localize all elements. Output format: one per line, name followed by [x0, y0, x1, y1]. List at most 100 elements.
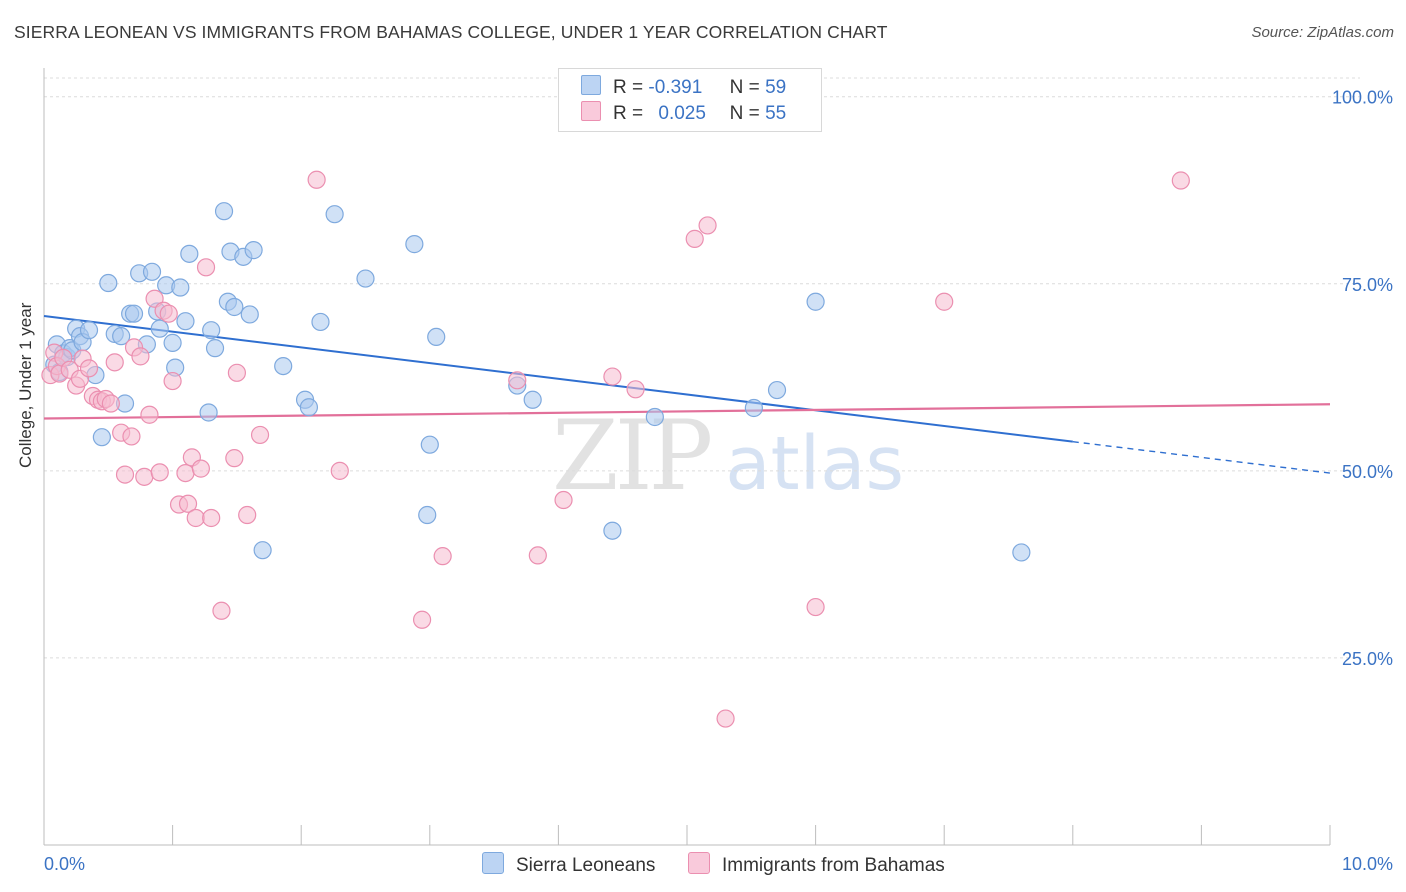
- point-sierra-leoneans: [420, 435, 439, 454]
- point-sierra-leoneans: [253, 541, 272, 560]
- point-sierra-leoneans: [202, 321, 221, 340]
- point-bahamas: [935, 292, 954, 311]
- point-bahamas: [140, 405, 159, 424]
- x-tick-label-min: 0.0%: [44, 854, 85, 874]
- point-sierra-leoneans: [79, 321, 99, 340]
- bottom-legend-swatch-pink: [688, 852, 710, 874]
- legend-r-value-2: 0.025: [658, 103, 706, 124]
- y-tick-label: 75.0%: [1342, 275, 1393, 295]
- point-bahamas: [105, 353, 124, 372]
- point-sierra-leoneans: [176, 312, 195, 331]
- point-bahamas: [806, 597, 825, 617]
- point-bahamas: [202, 508, 221, 528]
- point-sierra-leoneans: [418, 505, 437, 525]
- point-sierra-leoneans: [806, 292, 825, 311]
- point-sierra-leoneans: [1012, 543, 1031, 562]
- tick-label-layer: 25.0% 50.0% 75.0% 100.0% 0.0% 10.0%: [44, 88, 1393, 874]
- point-sierra-leoneans: [214, 202, 234, 221]
- legend-n-value-2: 55: [765, 103, 787, 124]
- point-sierra-leoneans: [150, 319, 169, 338]
- point-bahamas: [250, 425, 270, 445]
- point-bahamas: [131, 347, 150, 366]
- point-sierra-leoneans: [199, 403, 218, 422]
- watermark: ZIP atlas: [552, 400, 904, 512]
- point-bahamas: [227, 363, 246, 382]
- point-bahamas: [150, 463, 169, 482]
- point-sierra-leoneans: [311, 312, 330, 332]
- legend-n-label-2: N =: [729, 103, 760, 124]
- point-sierra-leoneans: [163, 333, 182, 352]
- point-sierra-leoneans: [274, 356, 293, 376]
- point-bahamas: [238, 505, 257, 525]
- point-sierra-leoneans: [112, 327, 131, 346]
- point-bahamas: [528, 546, 547, 565]
- point-bahamas: [115, 465, 135, 484]
- point-bahamas: [163, 371, 182, 391]
- y-axis-label: College, Under 1 year: [16, 302, 35, 468]
- point-bahamas: [122, 427, 141, 446]
- point-sierra-leoneans: [405, 235, 424, 254]
- point-bahamas: [225, 449, 244, 468]
- point-bahamas: [186, 508, 205, 528]
- point-sierra-leoneans: [603, 521, 622, 540]
- point-sierra-leoneans: [99, 273, 118, 293]
- point-sierra-leoneans: [427, 327, 446, 347]
- point-bahamas: [178, 494, 198, 513]
- point-sierra-leoneans: [244, 241, 263, 260]
- point-bahamas: [307, 170, 326, 189]
- chart-source: Source: ZipAtlas.com: [1251, 24, 1394, 41]
- watermark-zip: ZIP: [552, 400, 713, 512]
- point-bahamas: [716, 709, 735, 728]
- point-bahamas: [330, 461, 349, 480]
- trend-line-bahamas: [43, 403, 1331, 420]
- point-sierra-leoneans: [205, 339, 225, 358]
- point-sierra-leoneans: [325, 205, 344, 224]
- legend-row-sierra-leoneans: R = -0.391 N = 59: [581, 75, 786, 101]
- point-sierra-leoneans: [124, 304, 144, 323]
- point-sierra-leoneans: [744, 398, 763, 418]
- point-bahamas: [191, 459, 210, 478]
- point-bahamas: [101, 394, 120, 413]
- x-tick-label-max: 10.0%: [1342, 854, 1393, 874]
- bottom-legend-label-1: Sierra Leoneans: [516, 855, 656, 876]
- legend-n-value-1: 59: [765, 77, 787, 98]
- point-bahamas: [79, 359, 99, 378]
- point-sierra-leoneans: [356, 269, 375, 288]
- point-sierra-leoneans: [142, 262, 162, 281]
- point-sierra-leoneans: [523, 390, 542, 409]
- axis-layer: [43, 68, 1331, 846]
- point-bahamas: [135, 467, 154, 486]
- legend-r-value-1: -0.391: [648, 77, 703, 98]
- point-sierra-leoneans: [92, 428, 111, 447]
- bottom-legend-bahamas: Immigrants from Bahamas: [688, 852, 945, 877]
- point-bahamas: [554, 490, 573, 510]
- point-sierra-leoneans: [180, 244, 199, 263]
- point-bahamas: [603, 367, 622, 386]
- point-sierra-leoneans: [767, 380, 787, 400]
- bottom-legend-sierra-leoneans: Sierra Leoneans: [482, 852, 655, 877]
- point-bahamas: [626, 380, 645, 399]
- point-bahamas: [698, 216, 717, 235]
- point-bahamas: [433, 547, 452, 566]
- bottom-legend-swatch-blue: [482, 852, 504, 874]
- point-bahamas: [412, 610, 432, 629]
- trend-line-sierra-leoneans-dashed: [1072, 440, 1331, 474]
- y-tick-label: 25.0%: [1342, 649, 1393, 669]
- point-bahamas: [212, 601, 231, 620]
- point-bahamas: [685, 229, 704, 248]
- legend-swatch-blue: [581, 75, 601, 95]
- correlation-legend: R = -0.391 N = 59 R = 0.025 N = 55: [558, 68, 822, 132]
- point-sierra-leoneans: [171, 278, 190, 297]
- point-bahamas: [176, 463, 195, 483]
- y-tick-label: 50.0%: [1342, 462, 1393, 482]
- point-bahamas: [1171, 171, 1190, 190]
- trend-line-sierra-leoneans: [43, 314, 1073, 443]
- point-sierra-leoneans: [645, 407, 664, 427]
- legend-swatch-pink: [581, 101, 601, 121]
- point-sierra-leoneans: [225, 297, 244, 317]
- bottom-legend-label-2: Immigrants from Bahamas: [722, 855, 945, 876]
- point-bahamas: [196, 258, 216, 277]
- legend-row-bahamas: R = 0.025 N = 55: [581, 101, 786, 127]
- point-layer: [41, 170, 1190, 728]
